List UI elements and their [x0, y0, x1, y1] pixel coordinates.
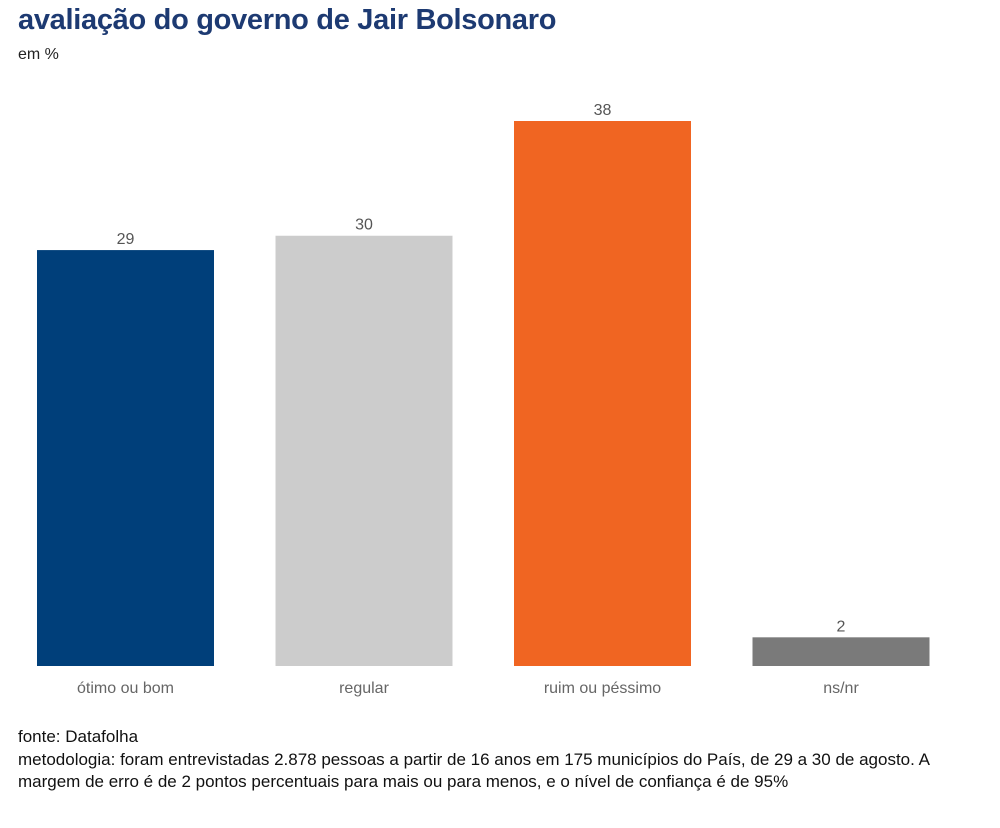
x-tick-label: ns/nr	[823, 680, 859, 697]
bar-3	[752, 637, 930, 666]
data-label: 2	[837, 618, 846, 635]
data-label: 38	[594, 102, 612, 119]
data-label: 30	[355, 217, 373, 234]
x-tick-label: regular	[339, 680, 389, 697]
bar-0	[37, 250, 214, 666]
x-tick-label: ruim ou péssimo	[544, 680, 661, 697]
chart-subtitle: em %	[18, 46, 59, 63]
bar-1	[275, 235, 453, 666]
bar-chart: 29 ótimo ou bom 30 regular 38 ruim ou péssimo…	[37, 102, 930, 697]
chart-title: avaliação do governo de Jair Bolsonaro	[18, 4, 557, 36]
bar-2	[514, 121, 691, 666]
chart-footer: fonte: Datafolha metodologia: foram entr…	[18, 726, 988, 794]
source-note: fonte: Datafolha	[18, 727, 139, 746]
methodology-note: metodologia: foram entrevistadas 2.878 p…	[18, 749, 930, 792]
x-tick-label: ótimo ou bom	[77, 680, 174, 697]
data-label: 29	[117, 231, 135, 248]
